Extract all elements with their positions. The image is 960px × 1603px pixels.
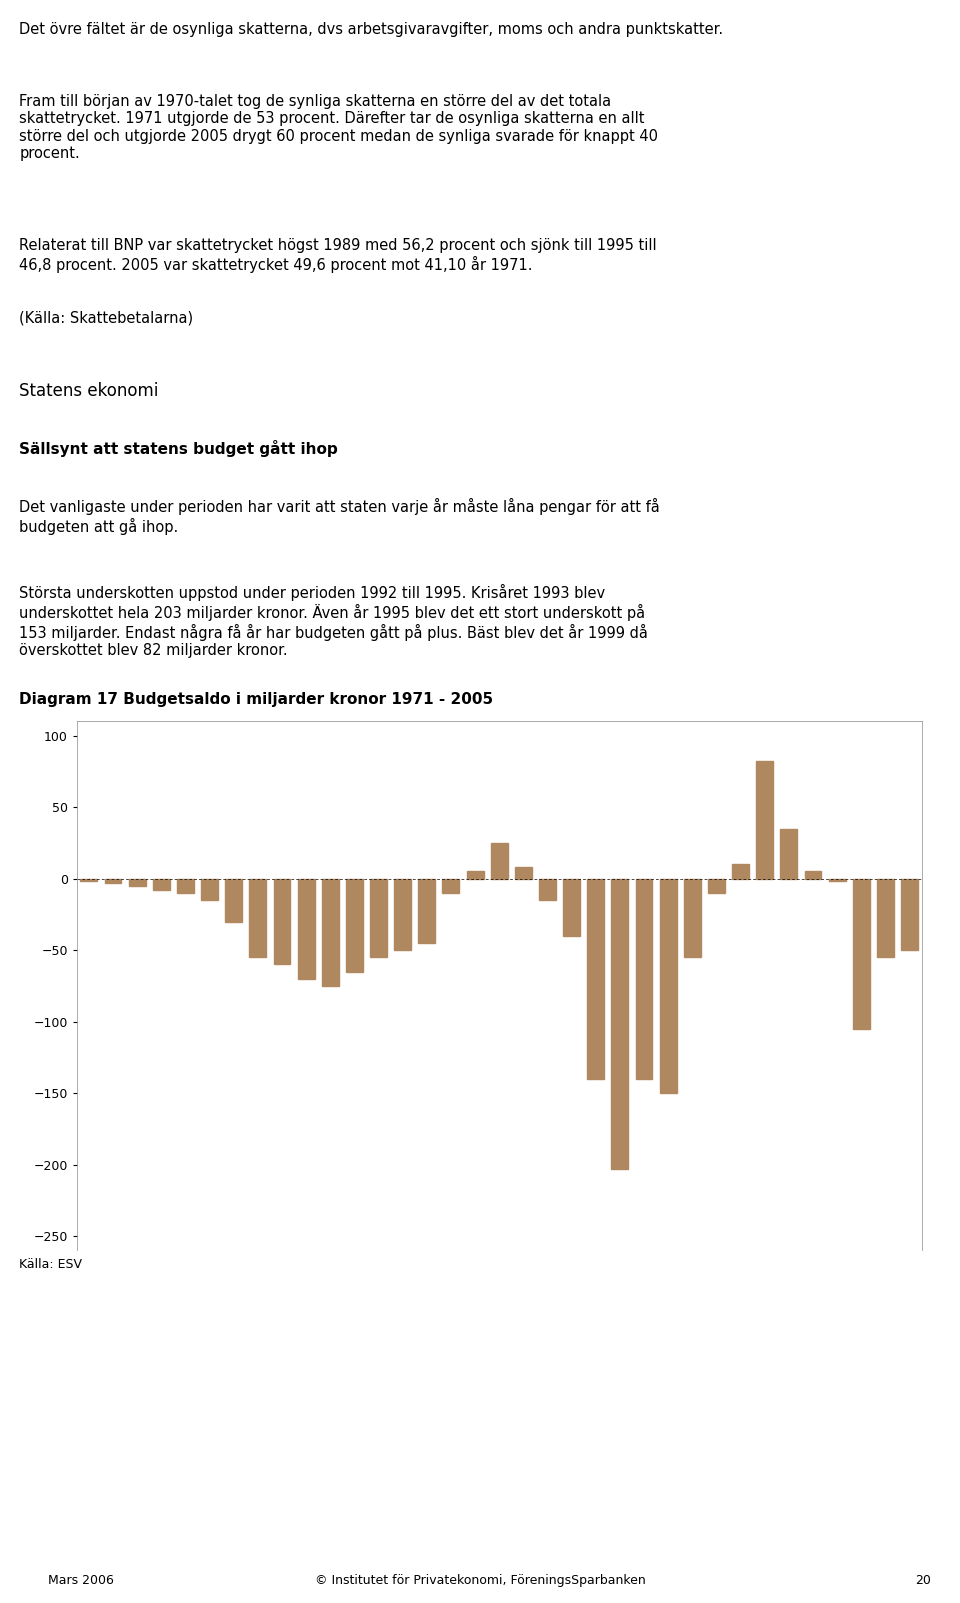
Bar: [539, 878, 556, 899]
Bar: [852, 878, 870, 1029]
Bar: [153, 878, 170, 890]
Bar: [105, 878, 122, 883]
Bar: [515, 867, 532, 878]
Text: Källa: ESV: Källa: ESV: [19, 1258, 83, 1271]
Bar: [901, 878, 918, 951]
Bar: [370, 878, 387, 957]
Bar: [346, 878, 363, 971]
Bar: [804, 872, 822, 878]
Bar: [756, 761, 773, 878]
Bar: [201, 878, 218, 899]
Text: 20: 20: [915, 1574, 931, 1587]
Bar: [612, 878, 629, 1169]
Bar: [250, 878, 266, 957]
Bar: [588, 878, 604, 1079]
Text: Fram till början av 1970-talet tog de synliga skatterna en större del av det tot: Fram till början av 1970-talet tog de sy…: [19, 93, 659, 160]
Bar: [660, 878, 677, 1093]
Bar: [298, 878, 315, 979]
Bar: [419, 878, 435, 943]
Text: Mars 2006: Mars 2006: [48, 1574, 114, 1587]
Bar: [636, 878, 653, 1079]
Bar: [564, 878, 580, 936]
Bar: [828, 878, 846, 882]
Bar: [129, 878, 146, 886]
Text: Det vanligaste under perioden har varit att staten varje år måste låna pengar fö: Det vanligaste under perioden har varit …: [19, 497, 660, 534]
Bar: [467, 872, 484, 878]
Bar: [491, 843, 508, 878]
Bar: [443, 878, 460, 893]
Bar: [732, 864, 749, 878]
Text: Det övre fältet är de osynliga skatterna, dvs arbetsgivaravgifter, moms och andr: Det övre fältet är de osynliga skatterna…: [19, 21, 723, 37]
Bar: [395, 878, 411, 951]
Bar: [81, 878, 97, 882]
Text: Relaterat till BNP var skattetrycket högst 1989 med 56,2 procent och sjönk till : Relaterat till BNP var skattetrycket hög…: [19, 237, 657, 273]
Bar: [274, 878, 291, 965]
Bar: [177, 878, 194, 893]
Bar: [226, 878, 242, 922]
Text: Statens ekonomi: Statens ekonomi: [19, 382, 158, 401]
Text: Sällsynt att statens budget gått ihop: Sällsynt att statens budget gått ihop: [19, 439, 338, 457]
Bar: [684, 878, 701, 957]
Bar: [322, 878, 339, 986]
Text: © Institutet för Privatekonomi, FöreningsSparbanken: © Institutet för Privatekonomi, Förening…: [315, 1574, 645, 1587]
Text: Diagram 17 Budgetsaldo i miljarder kronor 1971 - 2005: Diagram 17 Budgetsaldo i miljarder krono…: [19, 692, 493, 707]
Bar: [876, 878, 894, 957]
Text: (Källa: Skattebetalarna): (Källa: Skattebetalarna): [19, 311, 193, 325]
Bar: [708, 878, 725, 893]
Text: Största underskotten uppstod under perioden 1992 till 1995. Krisåret 1993 blev
u: Största underskotten uppstod under perio…: [19, 585, 648, 659]
Bar: [780, 829, 798, 878]
